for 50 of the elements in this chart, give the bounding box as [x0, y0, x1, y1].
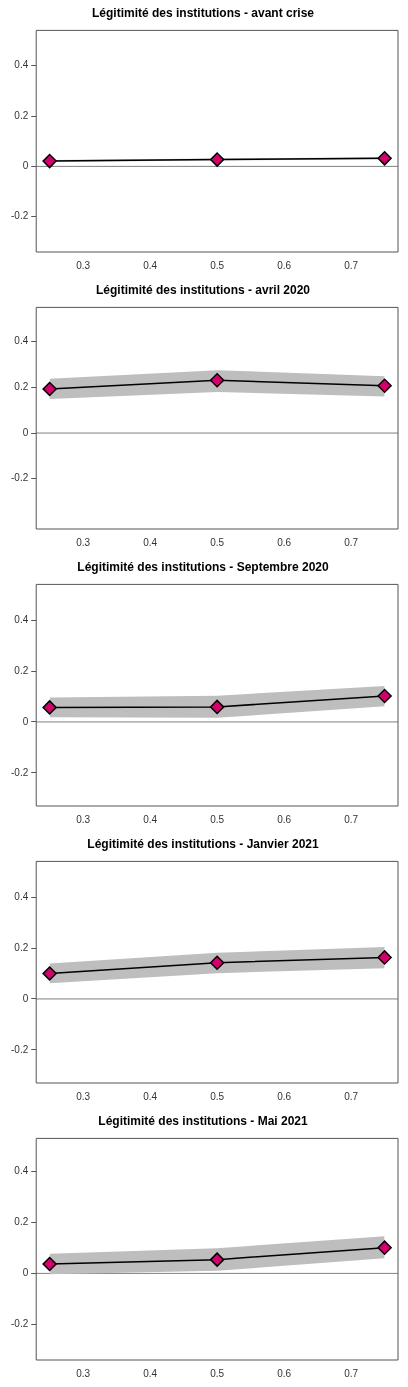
x-tick-label: 0.3 — [76, 536, 91, 548]
y-tick-label: 0.4 — [14, 1165, 29, 1177]
x-tick-label: 0.6 — [277, 259, 292, 271]
y-tick-label: -0.2 — [11, 766, 29, 778]
x-tick-label: 0.7 — [344, 536, 359, 548]
x-tick-label: 0.6 — [277, 1367, 292, 1379]
chart-title: Légitimité des institutions - Mai 2021 — [98, 1113, 309, 1128]
x-tick-label: 0.7 — [344, 259, 359, 271]
y-tick-label: 0.4 — [14, 890, 29, 902]
y-tick-label: 0.2 — [14, 109, 29, 121]
y-tick-label: 0.4 — [14, 613, 29, 625]
x-tick-label: 0.7 — [344, 1367, 359, 1379]
y-tick-label: -0.2 — [11, 472, 29, 484]
x-tick-label: 0.3 — [76, 259, 91, 271]
y-tick-label: 0 — [22, 1267, 29, 1279]
y-tick-label: 0.2 — [14, 381, 29, 393]
y-tick-label: 0 — [22, 426, 29, 438]
chart-title: Légitimité des institutions - Septembre 2020 — [77, 559, 330, 574]
x-tick-label: 0.3 — [76, 813, 91, 825]
x-tick-label: 0.4 — [143, 813, 158, 825]
x-tick-label: 0.7 — [344, 813, 359, 825]
x-tick-label: 0.5 — [210, 259, 225, 271]
y-tick-label: 0.4 — [14, 59, 29, 71]
y-tick-label: 0.4 — [14, 335, 29, 347]
x-tick-label: 0.6 — [277, 1090, 292, 1102]
x-tick-label: 0.3 — [76, 1090, 91, 1102]
y-tick-label: 0 — [22, 992, 29, 1004]
x-tick-label: 0.4 — [143, 259, 158, 271]
x-tick-label: 0.6 — [277, 813, 292, 825]
y-tick-label: 0.2 — [14, 664, 29, 676]
x-tick-label: 0.5 — [210, 813, 225, 825]
chart-title: Légitimité des institutions - Janvier 2021 — [87, 836, 320, 851]
x-tick-label: 0.5 — [210, 1090, 225, 1102]
x-tick-label: 0.4 — [143, 536, 158, 548]
x-tick-label: 0.7 — [344, 1090, 359, 1102]
y-tick-label: 0.2 — [14, 941, 29, 953]
x-tick-label: 0.4 — [143, 1090, 158, 1102]
y-tick-label: -0.2 — [11, 210, 29, 222]
x-tick-label: 0.4 — [143, 1367, 158, 1379]
y-tick-label: 0.2 — [14, 1216, 29, 1228]
x-tick-label: 0.5 — [210, 1367, 225, 1379]
y-tick-label: -0.2 — [11, 1318, 29, 1330]
y-tick-label: -0.2 — [11, 1043, 29, 1055]
chart-title: Légitimité des institutions - avant crise — [91, 5, 315, 20]
x-tick-label: 0.3 — [76, 1367, 91, 1379]
chart-title: Légitimité des institutions - avril 2020 — [95, 282, 311, 297]
x-tick-label: 0.6 — [277, 536, 292, 548]
x-tick-label: 0.5 — [210, 536, 225, 548]
y-tick-label: 0 — [22, 160, 29, 172]
y-tick-label: 0 — [22, 715, 29, 727]
